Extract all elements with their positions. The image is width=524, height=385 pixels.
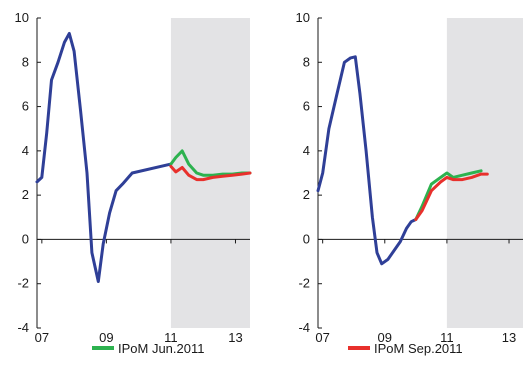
y-tick-label: -4: [298, 320, 310, 335]
x-tick-label: 13: [228, 330, 242, 345]
y-tick-label: 2: [303, 187, 310, 202]
y-tick-label: 0: [22, 231, 29, 246]
y-tick-label: 6: [22, 99, 29, 114]
y-tick-label: 0: [303, 231, 310, 246]
chart-panel-1: -4 -2 0 2 4 6 8 10 07 09 11 13 IPoM Jun.2011: [15, 10, 252, 356]
red-projection-line: [169, 164, 252, 182]
y-tick-label: 4: [303, 143, 310, 158]
legend-label: IPoM Sep.2011: [374, 341, 463, 356]
y-tick-label: -2: [17, 276, 29, 291]
y-tick-label: 2: [22, 187, 29, 202]
chart-panel-2: -4 -2 0 2 4 6 8 10 07 09 11 13 IPoM Sep.2011: [296, 10, 523, 356]
y-tick-label: -2: [298, 276, 310, 291]
red-projection-line: [414, 172, 489, 221]
x-tick-label: 11: [164, 330, 178, 345]
y-tick-label: 8: [303, 54, 310, 69]
y-tick-label: 8: [22, 54, 29, 69]
x-tick-label: 13: [502, 330, 516, 345]
green-projection-line: [414, 169, 483, 221]
y-tick-label: -4: [17, 320, 29, 335]
historical-series-line: [316, 55, 418, 266]
x-tick-label: 11: [440, 330, 454, 345]
legend-label: IPoM Jun.2011: [118, 341, 204, 356]
y-tick-label: 10: [296, 10, 310, 25]
x-tick-label: 07: [315, 330, 329, 345]
x-tick-label: 09: [378, 330, 392, 345]
y-tick-label: 10: [15, 10, 29, 25]
y-tick-label: 6: [303, 99, 310, 114]
historical-series-line: [35, 32, 173, 283]
y-tick-label: 4: [22, 143, 29, 158]
x-tick-label: 09: [99, 330, 113, 345]
x-tick-label: 07: [35, 330, 49, 345]
